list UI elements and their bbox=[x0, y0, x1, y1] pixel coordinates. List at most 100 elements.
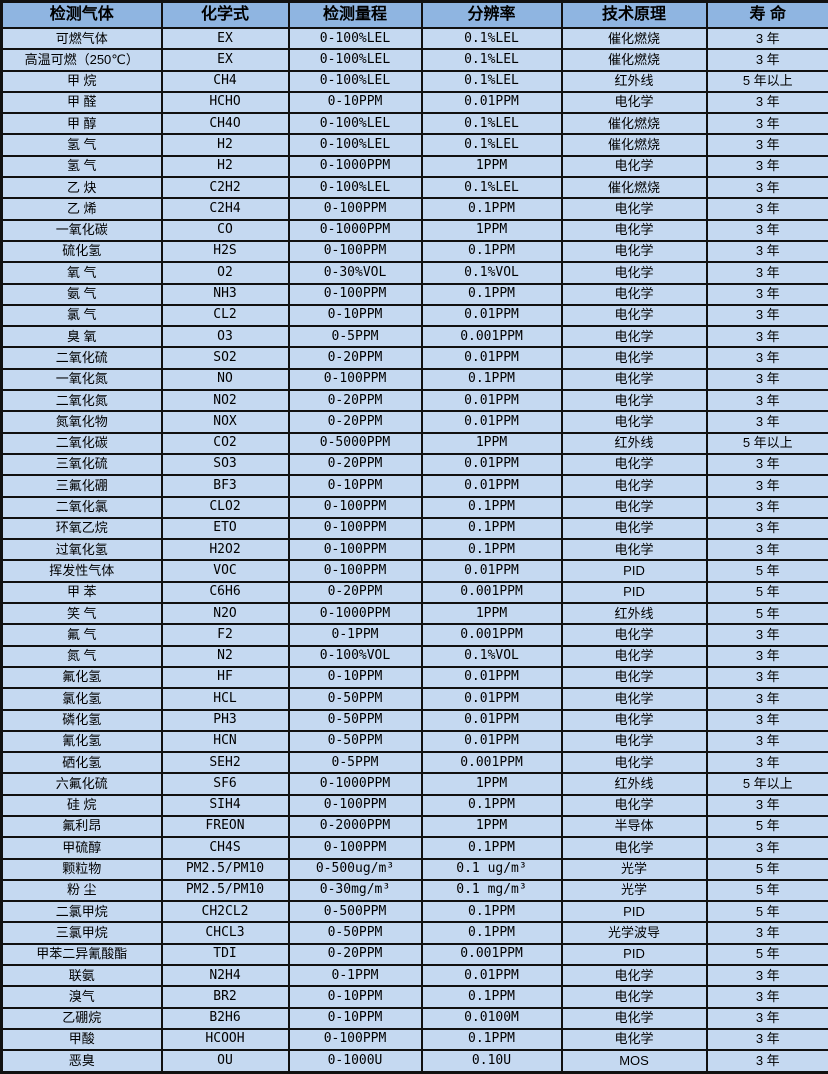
cell-lifespan: 5 年 bbox=[705, 580, 828, 605]
cell-gas-name: 过氧化氢 bbox=[0, 538, 163, 562]
cell-chemical-formula: VOC bbox=[160, 559, 290, 583]
cell-detection-range: 0-100PPM bbox=[287, 836, 423, 860]
cell-chemical-formula: C2H2 bbox=[160, 176, 290, 200]
cell-gas-name: 环氧乙烷 bbox=[0, 516, 163, 541]
cell-chemical-formula: NO bbox=[160, 367, 290, 392]
cell-technology-principle: 催化燃烧 bbox=[560, 176, 708, 200]
table-row: 联氨 N2H4 0-1PPM 0.01PPM 电化学 3 年 bbox=[0, 964, 828, 988]
cell-detection-range: 0-100%LEL bbox=[287, 69, 423, 93]
cell-technology-principle: 电化学 bbox=[560, 964, 708, 988]
cell-resolution: 0.1%LEL bbox=[420, 26, 563, 51]
cell-chemical-formula: H2S bbox=[160, 239, 290, 264]
table-row: 乙 烯 C2H4 0-100PPM 0.1PPM 电化学 3 年 bbox=[0, 197, 828, 221]
cell-detection-range: 0-100%LEL bbox=[287, 176, 423, 200]
cell-gas-name: 乙 炔 bbox=[0, 176, 163, 200]
table-row: 二氧化氯 CLO2 0-100PPM 0.1PPM 电化学 3 年 bbox=[0, 495, 828, 519]
cell-technology-principle: 电化学 bbox=[560, 282, 708, 306]
cell-resolution: 0.01PPM bbox=[420, 729, 563, 754]
cell-resolution: 0.1PPM bbox=[420, 282, 563, 306]
cell-detection-range: 0-100PPM bbox=[287, 516, 423, 541]
cell-lifespan: 3 年 bbox=[705, 1006, 828, 1030]
cell-gas-name: 硫化氢 bbox=[0, 239, 163, 264]
cell-lifespan: 3 年 bbox=[705, 303, 828, 328]
cell-resolution: 0.01PPM bbox=[420, 708, 563, 732]
header-row: 检测气体 化学式 检测量程 分辨率 技术原理 寿 命 bbox=[0, 0, 828, 29]
table-row: 颗粒物 PM2.5/PM10 0-500ug/m³ 0.1 ug/m³ 光学 5… bbox=[0, 857, 828, 881]
cell-chemical-formula: H2 bbox=[160, 133, 290, 157]
cell-detection-range: 0-2000PPM bbox=[287, 814, 423, 839]
table-row: 甲 醇 CH4O 0-100%LEL 0.1%LEL 催化燃烧 3 年 bbox=[0, 112, 828, 136]
cell-lifespan: 3 年 bbox=[705, 623, 828, 647]
table-row: 乙 炔 C2H2 0-100%LEL 0.1%LEL 催化燃烧 3 年 bbox=[0, 176, 828, 200]
cell-lifespan: 3 年 bbox=[705, 1049, 828, 1074]
cell-detection-range: 0-20PPM bbox=[287, 410, 423, 434]
cell-gas-name: 一氧化氮 bbox=[0, 367, 163, 392]
cell-chemical-formula: CHCL3 bbox=[160, 921, 290, 945]
cell-detection-range: 0-100PPM bbox=[287, 1027, 423, 1052]
cell-resolution: 0.1PPM bbox=[420, 900, 563, 924]
cell-resolution: 0.1%VOL bbox=[420, 261, 563, 285]
cell-chemical-formula: EX bbox=[160, 48, 290, 72]
cell-technology-principle: 电化学 bbox=[560, 516, 708, 541]
cell-detection-range: 0-20PPM bbox=[287, 942, 423, 967]
cell-resolution: 0.001PPM bbox=[420, 751, 563, 775]
cell-technology-principle: 电化学 bbox=[560, 1006, 708, 1030]
cell-chemical-formula: NH3 bbox=[160, 282, 290, 306]
cell-gas-name: 二氯甲烷 bbox=[0, 900, 163, 924]
table-row: 笑 气 N2O 0-1000PPM 1PPM 红外线 5 年 bbox=[0, 602, 828, 626]
cell-resolution: 0.1%LEL bbox=[420, 133, 563, 157]
cell-lifespan: 3 年 bbox=[705, 495, 828, 519]
cell-lifespan: 3 年 bbox=[705, 26, 828, 51]
cell-technology-principle: 电化学 bbox=[560, 197, 708, 221]
cell-lifespan: 3 年 bbox=[705, 474, 828, 498]
cell-technology-principle: 电化学 bbox=[560, 90, 708, 115]
cell-lifespan: 3 年 bbox=[705, 793, 828, 817]
cell-lifespan: 3 年 bbox=[705, 389, 828, 413]
cell-technology-principle: 电化学 bbox=[560, 495, 708, 519]
cell-detection-range: 0-1000PPM bbox=[287, 218, 423, 242]
cell-chemical-formula: TDI bbox=[160, 942, 290, 967]
cell-resolution: 0.1PPM bbox=[420, 495, 563, 519]
cell-chemical-formula: CO2 bbox=[160, 431, 290, 455]
table-row: 恶臭 OU 0-1000U 0.10U MOS 3 年 bbox=[0, 1049, 828, 1074]
cell-chemical-formula: HCOOH bbox=[160, 1027, 290, 1052]
cell-gas-name: 甲 苯 bbox=[0, 580, 163, 605]
cell-gas-name: 甲苯二异氰酸酯 bbox=[0, 942, 163, 967]
cell-technology-principle: 电化学 bbox=[560, 793, 708, 817]
cell-lifespan: 3 年 bbox=[705, 452, 828, 477]
cell-chemical-formula: PH3 bbox=[160, 708, 290, 732]
cell-technology-principle: 红外线 bbox=[560, 431, 708, 455]
table-row: 氟化氢 HF 0-10PPM 0.01PPM 电化学 3 年 bbox=[0, 665, 828, 690]
cell-technology-principle: 电化学 bbox=[560, 239, 708, 264]
cell-gas-name: 甲 烷 bbox=[0, 69, 163, 93]
cell-resolution: 0.01PPM bbox=[420, 964, 563, 988]
table-row: 氮氧化物 NOX 0-20PPM 0.01PPM 电化学 3 年 bbox=[0, 410, 828, 434]
table-row: 可燃气体 EX 0-100%LEL 0.1%LEL 催化燃烧 3 年 bbox=[0, 26, 828, 51]
cell-detection-range: 0-30%VOL bbox=[287, 261, 423, 285]
cell-technology-principle: PID bbox=[560, 900, 708, 924]
cell-chemical-formula: N2H4 bbox=[160, 964, 290, 988]
cell-technology-principle: PID bbox=[560, 580, 708, 605]
cell-gas-name: 氢 气 bbox=[0, 133, 163, 157]
cell-chemical-formula: H2 bbox=[160, 154, 290, 179]
cell-resolution: 1PPM bbox=[420, 154, 563, 179]
cell-gas-name: 笑 气 bbox=[0, 602, 163, 626]
cell-resolution: 0.1PPM bbox=[420, 836, 563, 860]
cell-technology-principle: 电化学 bbox=[560, 367, 708, 392]
cell-resolution: 0.1PPM bbox=[420, 239, 563, 264]
cell-gas-name: 臭 氧 bbox=[0, 325, 163, 349]
cell-technology-principle: 电化学 bbox=[560, 218, 708, 242]
cell-resolution: 0.1%LEL bbox=[420, 176, 563, 200]
cell-chemical-formula: C2H4 bbox=[160, 197, 290, 221]
cell-lifespan: 5 年 bbox=[705, 857, 828, 881]
cell-lifespan: 3 年 bbox=[705, 729, 828, 754]
cell-detection-range: 0-20PPM bbox=[287, 452, 423, 477]
cell-gas-name: 粉 尘 bbox=[0, 878, 163, 903]
cell-resolution: 0.1PPM bbox=[420, 921, 563, 945]
cell-lifespan: 5 年以上 bbox=[705, 69, 828, 93]
table-row: 氯化氢 HCL 0-50PPM 0.01PPM 电化学 3 年 bbox=[0, 687, 828, 711]
cell-gas-name: 二氧化碳 bbox=[0, 431, 163, 455]
cell-detection-range: 0-100PPM bbox=[287, 793, 423, 817]
cell-lifespan: 3 年 bbox=[705, 751, 828, 775]
cell-chemical-formula: HCN bbox=[160, 729, 290, 754]
